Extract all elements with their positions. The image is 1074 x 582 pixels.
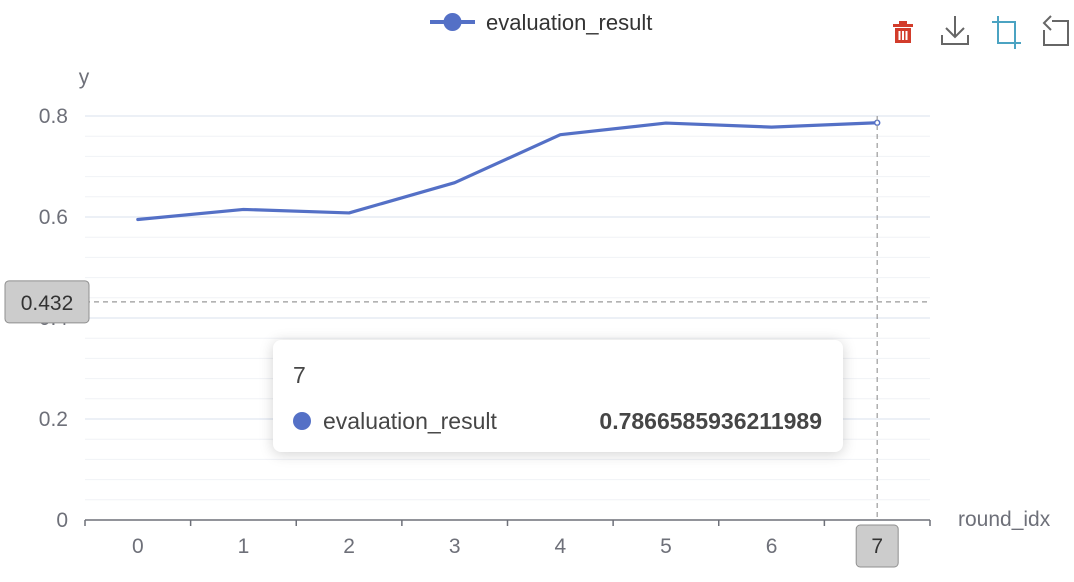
x-axis-title: round_idx: [958, 508, 1051, 531]
legend[interactable]: evaluation_result: [430, 10, 652, 35]
x-pointer-label-box: [855, 524, 899, 568]
x-pointer-label: 7: [871, 535, 883, 558]
y-tick-label: 0.6: [39, 206, 68, 229]
x-tick-label: 0: [132, 535, 144, 558]
x-tick-label: 3: [449, 535, 461, 558]
axis-pointer: 0.432 7: [4, 116, 930, 568]
crop-icon[interactable]: [992, 16, 1021, 49]
restore-icon[interactable]: [1042, 15, 1069, 46]
tooltip-series-name: evaluation_result: [323, 407, 497, 434]
x-tick-label: 4: [554, 535, 566, 558]
x-tick-label: 6: [766, 535, 778, 558]
toolbox[interactable]: [893, 15, 1069, 49]
tooltip-row: evaluation_result 0.7866585936211989: [293, 408, 823, 434]
download-icon[interactable]: [941, 16, 969, 45]
y-tick-label: 0.2: [39, 408, 68, 431]
tooltip: 7 evaluation_result 0.7866585936211989: [273, 340, 843, 452]
x-tick-label: 2: [343, 535, 355, 558]
series-line[interactable]: [136, 121, 879, 222]
x-axis: 0 1 2 3 4 5 6: [84, 519, 931, 558]
y-pointer-label: 0.432: [21, 292, 74, 315]
x-tick-label: 1: [238, 535, 250, 558]
legend-label[interactable]: evaluation_result: [486, 10, 652, 35]
series-evaluation-result[interactable]: [136, 119, 881, 222]
y-pointer-label-box: [4, 280, 90, 324]
tooltip-title: 7: [293, 362, 306, 388]
x-tick-label: 5: [660, 535, 672, 558]
y-axis-title: y: [79, 66, 90, 89]
trash-icon[interactable]: [893, 21, 913, 43]
y-tick-label: 0.8: [39, 105, 68, 128]
legend-dot-marker: [443, 13, 462, 31]
y-tick-label: 0: [56, 509, 68, 532]
tooltip-series-dot: [293, 412, 311, 430]
tooltip-series-value: 0.7866585936211989: [599, 407, 822, 434]
